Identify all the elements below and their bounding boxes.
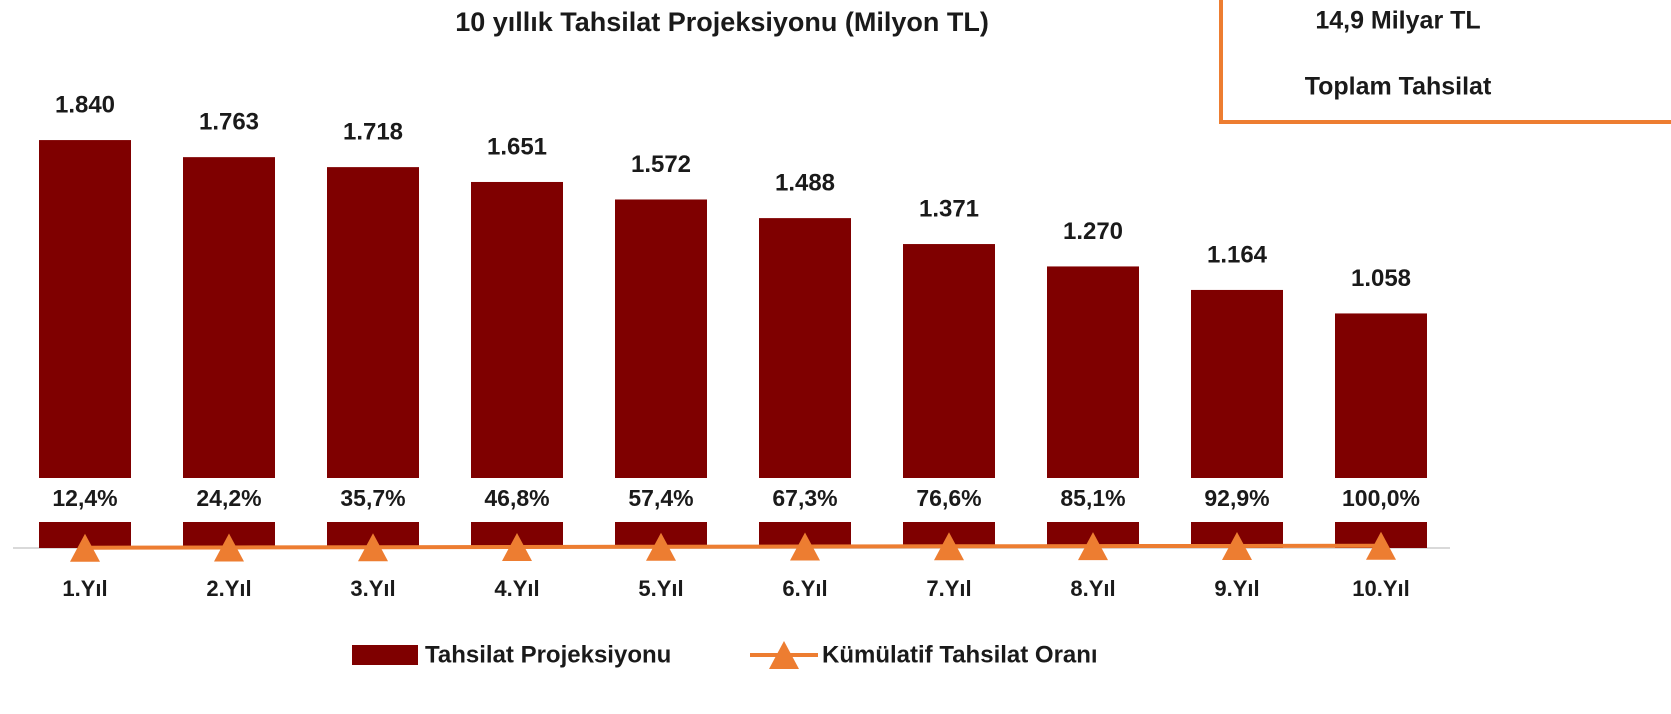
line-value-label: 76,6% (916, 485, 981, 511)
bar-value-label: 1.840 (55, 91, 115, 118)
x-tick-label: 8.Yıl (1070, 576, 1115, 601)
bar-value-label: 1.164 (1207, 241, 1268, 268)
line-marker (214, 533, 244, 562)
x-tick-label: 3.Yıl (350, 576, 395, 601)
legend-swatch (352, 645, 418, 665)
x-tick-label: 9.Yıl (1214, 576, 1259, 601)
x-tick-label: 10.Yıl (1352, 576, 1409, 601)
bar-value-label: 1.763 (199, 108, 259, 135)
x-tick-label: 4.Yıl (494, 576, 539, 601)
line-marker (934, 532, 964, 561)
x-tick-label: 7.Yıl (926, 576, 971, 601)
line-marker (502, 532, 532, 561)
x-tick-label: 6.Yıl (782, 576, 827, 601)
line-marker (1366, 531, 1396, 560)
line (84, 543, 1382, 550)
bar-value-label: 1.058 (1351, 265, 1411, 292)
line-value-label: 46,8% (484, 485, 549, 511)
legend-marker (769, 641, 799, 669)
bar-value-label: 1.488 (775, 169, 835, 196)
legend-label: Kümülatif Tahsilat Oranı (822, 641, 1098, 668)
summary-value: 14,9 Milyar TL (1315, 7, 1480, 35)
line-marker (1222, 531, 1252, 560)
summary-label: Toplam Tahsilat (1305, 73, 1492, 101)
bar-value-label: 1.270 (1063, 218, 1123, 245)
bar-value-label: 1.371 (919, 195, 979, 222)
line-value-label: 24,2% (196, 485, 261, 511)
line-marker (646, 532, 676, 561)
line-value-label: 35,7% (340, 485, 405, 511)
line-value-label: 67,3% (772, 485, 837, 511)
line-marker (1078, 532, 1108, 561)
line-value-label: 100,0% (1342, 485, 1420, 511)
bar-value-label: 1.572 (631, 151, 691, 178)
line-marker (358, 533, 388, 562)
line-value-label: 57,4% (628, 485, 693, 511)
line-value-label: 92,9% (1204, 485, 1269, 511)
line-marker (70, 533, 100, 562)
chart-title: 10 yıllık Tahsilat Projeksiyonu (Milyon … (455, 7, 989, 37)
legend-label: Tahsilat Projeksiyonu (425, 641, 671, 668)
bar-value-label: 1.718 (343, 118, 403, 145)
line-marker (790, 532, 820, 561)
x-tick-label: 1.Yıl (62, 576, 107, 601)
label-band (13, 478, 1453, 522)
line-value-label: 12,4% (52, 485, 117, 511)
summary-box (1219, 0, 1671, 124)
bar-value-label: 1.651 (487, 133, 547, 160)
line-value-label: 85,1% (1060, 485, 1125, 511)
x-tick-label: 5.Yıl (638, 576, 683, 601)
x-tick-label: 2.Yıl (206, 576, 251, 601)
